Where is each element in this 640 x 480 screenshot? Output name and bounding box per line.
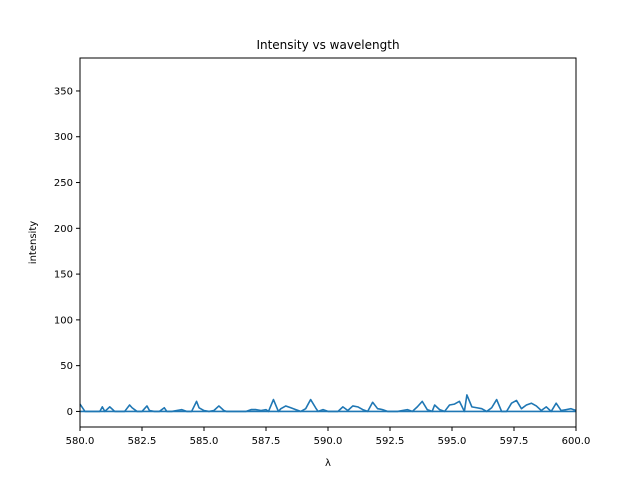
x-axis-ticks: 580.0 582.5 585.0 587.5 590.0 592.5 595.0 597.5… — [66, 427, 591, 447]
y-tick-label: 300 — [54, 132, 73, 143]
x-tick-label: 580.0 — [66, 436, 95, 447]
y-axis-ticks: 0 50 100 150 200 250 300 350 — [54, 86, 80, 418]
y-tick-label: 50 — [60, 361, 73, 372]
chart-title: Intensity vs wavelength — [256, 38, 399, 52]
x-tick-label: 600.0 — [562, 436, 591, 447]
plot-area — [80, 58, 576, 427]
x-axis-label: λ — [325, 458, 331, 469]
series-layer — [79, 394, 577, 413]
y-tick-label: 150 — [54, 270, 73, 281]
x-tick-label: 592.5 — [376, 436, 405, 447]
x-tick-label: 597.5 — [500, 436, 529, 447]
x-tick-label: 582.5 — [128, 436, 157, 447]
x-tick-label: 587.5 — [252, 436, 281, 447]
x-tick-label: 595.0 — [438, 436, 467, 447]
y-tick-label: 250 — [54, 178, 73, 189]
y-tick-label: 200 — [54, 224, 73, 235]
x-tick-label: 590.0 — [314, 436, 343, 447]
y-tick-label: 0 — [67, 407, 73, 418]
x-tick-label: 585.0 — [190, 436, 219, 447]
plot-frame — [79, 57, 577, 428]
y-axis-label: intensity — [28, 221, 39, 264]
y-tick-label: 100 — [54, 315, 73, 326]
y-tick-label: 350 — [54, 86, 73, 97]
